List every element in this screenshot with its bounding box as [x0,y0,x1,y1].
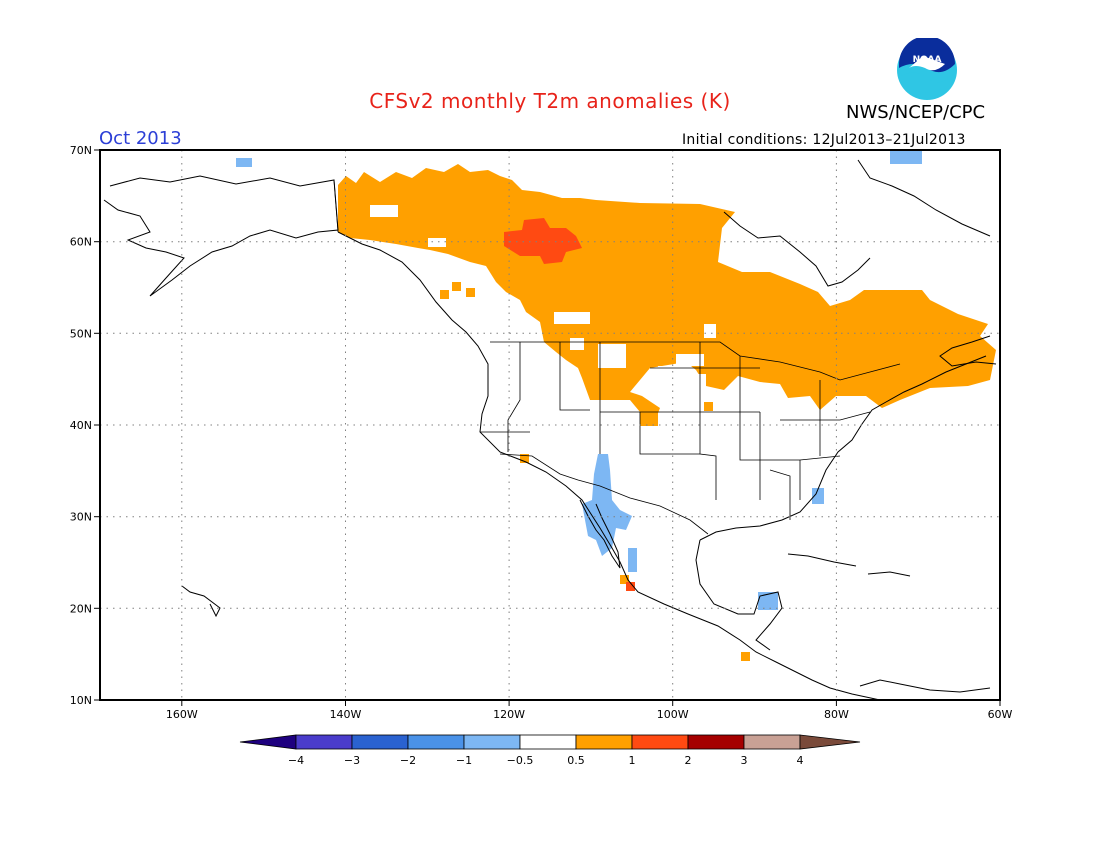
colorbar-label: 4 [797,754,804,767]
colorbar-swatch [743,734,801,750]
lat-label: 10N [70,694,92,707]
colorbar-label: −0.5 [507,754,534,767]
lat-label: 50N [70,327,92,340]
lon-label: 80W [824,708,849,721]
lon-label: 100W [657,708,689,721]
lat-label: 30N [70,511,92,524]
colorbar-swatch [799,734,861,750]
colorbar-swatch [351,734,409,750]
colorbar-swatch [239,734,297,750]
anomaly-positive-area [338,164,996,661]
colorbar-label: −2 [400,754,416,767]
longitude-labels: 160W 140W 120W 100W 80W 60W [166,708,1013,721]
lat-label: 40N [70,419,92,432]
colorbar-swatch [519,734,577,750]
colorbar-label: 2 [685,754,692,767]
anomaly-negative-area [236,150,922,610]
colorbar-label: 1 [629,754,636,767]
colorbar-swatch [687,734,745,750]
colorbar-label: 0.5 [567,754,585,767]
colorbar: −4 −3 −2 −1 −0.5 0.5 1 2 3 4 [239,734,861,767]
org-label: NWS/NCEP/CPC [846,102,986,123]
anomaly-strong-positive-area [504,218,635,591]
noaa-logo-text: NOAA [913,55,942,65]
map-title: CFSv2 monthly T2m anomalies (K) [369,89,731,113]
noaa-logo: NOAA [897,38,957,100]
colorbar-label: 3 [741,754,748,767]
forecast-month: Oct 2013 [99,128,182,149]
lat-label: 70N [70,144,92,157]
colorbar-swatch [407,734,465,750]
colorbar-swatch [295,734,353,750]
lon-label: 160W [166,708,198,721]
political-boundaries [333,179,901,535]
colorbar-swatch [631,734,689,750]
lon-label: 140W [330,708,362,721]
lon-label: 60W [988,708,1013,721]
graticule [100,150,1000,700]
anomaly-neutral-holes [370,205,716,388]
lon-label: 120W [493,708,525,721]
colorbar-swatch [575,734,633,750]
axis-ticks [94,149,1001,706]
initial-conditions: Initial conditions: 12Jul2013–21Jul2013 [682,132,966,148]
colorbar-label: −1 [456,754,472,767]
lat-label: 20N [70,602,92,615]
latitude-labels: 70N 60N 50N 40N 30N 20N 10N [70,144,92,707]
colorbar-swatch [463,734,521,750]
colorbar-label: −3 [344,754,360,767]
coastlines [103,159,997,700]
lat-label: 60N [70,236,92,249]
colorbar-label: −4 [288,754,304,767]
